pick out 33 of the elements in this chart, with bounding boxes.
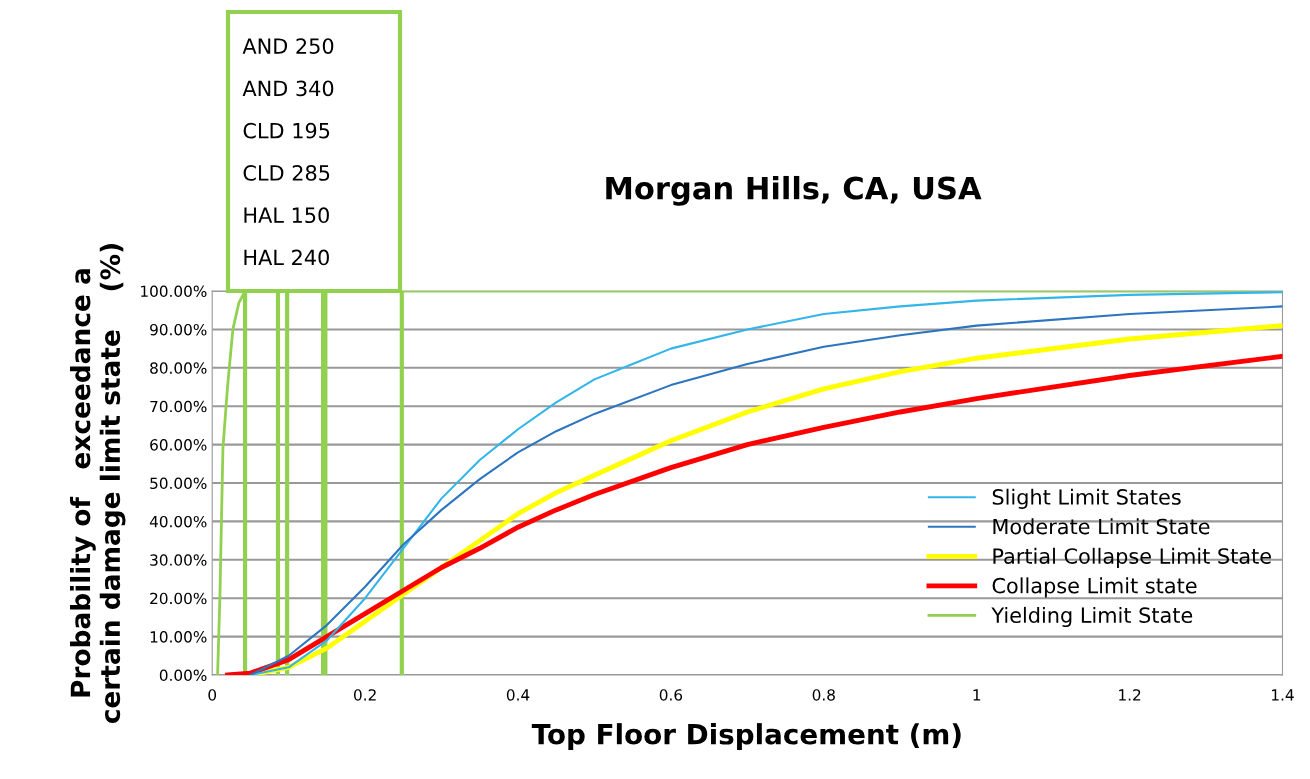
x-tick-label: 1.4 (1272, 689, 1294, 701)
y-tick-label: 40.00% (149, 515, 207, 528)
y-tick-label: 0.00% (159, 669, 207, 682)
y-tick-label: 80.00% (150, 362, 207, 374)
text: CLD 195 (243, 122, 330, 139)
y-tick-label: 70.00% (150, 400, 207, 413)
legend-label: Partial Collapse Limit State (993, 547, 1271, 568)
y-tick-label: 50.00% (150, 477, 207, 490)
legend-label: Collapse Limit state (992, 577, 1197, 598)
x-tick-label: 1 (973, 689, 981, 701)
x-tick-label: 0.2 (353, 689, 376, 701)
y-tick-label: 10.00% (150, 631, 207, 643)
text: AND 250 (242, 38, 334, 54)
text: CLD 285 (243, 165, 330, 181)
x-tick-label: 0 (208, 689, 217, 701)
legend-label: Yielding Limit State (991, 606, 1193, 628)
x-tick-label: 1.2 (1119, 689, 1141, 701)
text: AND 340 (242, 80, 334, 97)
y-tick-label: 90.00% (150, 323, 207, 336)
x-tick-label: 0.6 (659, 689, 683, 701)
x-axis-title: Top Floor Displacement (m) (531, 723, 961, 751)
y-tick-label: 20.00% (150, 592, 207, 605)
y-tick-label: 60.00% (150, 439, 207, 451)
legend-label: Slight Limit States (992, 488, 1181, 509)
y-tick-label: 30.00% (150, 554, 207, 566)
y-tick-label: 100.00% (141, 285, 207, 298)
chart-title: Morgan Hills, CA, USA (606, 175, 982, 206)
text: HAL 240 (244, 249, 329, 266)
y-axis-title: Probability of exceedance a certain damage limit state (%) (69, 244, 126, 724)
x-tick-label: 0.8 (812, 689, 835, 701)
legend-label: Moderate Limit State (993, 518, 1210, 535)
x-tick-label: 0.4 (506, 689, 530, 701)
text: HAL 150 (244, 207, 329, 224)
